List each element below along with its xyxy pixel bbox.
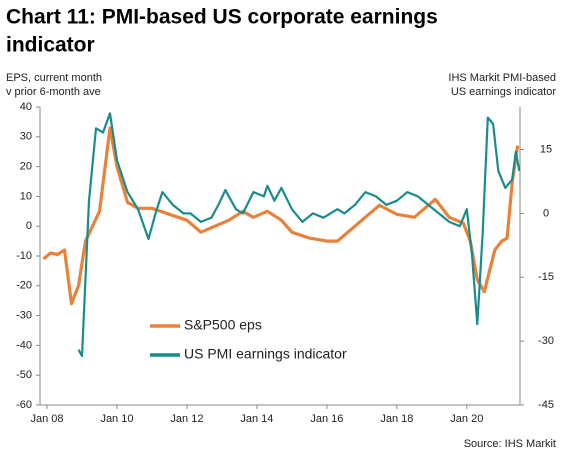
x-tick-label: Jan 08 bbox=[30, 413, 63, 425]
y-tick-label: 20 bbox=[20, 161, 32, 173]
y-tick-label: -10 bbox=[16, 250, 32, 262]
x-tick-label: Jan 18 bbox=[380, 413, 413, 425]
y-tick-label: -20 bbox=[16, 280, 32, 292]
x-tick-label: Jan 16 bbox=[310, 413, 343, 425]
y-tick-label: -60 bbox=[16, 399, 32, 411]
y-tick-label: -30 bbox=[16, 310, 32, 322]
y2-tick-label: 0 bbox=[543, 207, 549, 219]
y-axis-label: EPS, current month bbox=[6, 72, 102, 84]
y-axis-label: v prior 6-month ave bbox=[6, 86, 101, 98]
y-tick-label: 40 bbox=[20, 101, 32, 113]
series-line bbox=[42, 126, 520, 306]
y2-axis-label: US earnings indicator bbox=[451, 86, 557, 98]
y-tick-label: -50 bbox=[16, 369, 32, 381]
x-tick-label: Jan 20 bbox=[450, 413, 483, 425]
x-tick-label: Jan 14 bbox=[240, 413, 273, 425]
legend-label: US PMI earnings indicator bbox=[184, 346, 347, 362]
chart-title: Chart 11: PMI-based US corporate earning… bbox=[6, 6, 438, 29]
y-tick-label: 30 bbox=[20, 131, 32, 143]
y2-tick-label: -45 bbox=[538, 399, 554, 411]
series-line bbox=[77, 112, 521, 358]
y-tick-label: -40 bbox=[16, 339, 32, 351]
x-tick-label: Jan 10 bbox=[100, 413, 133, 425]
y2-tick-label: -30 bbox=[538, 335, 554, 347]
y2-axis-label: IHS Markit PMI-based bbox=[448, 72, 556, 84]
y2-tick-label: -15 bbox=[538, 271, 554, 283]
chart-title: indicator bbox=[6, 34, 95, 57]
y2-tick-label: 15 bbox=[540, 143, 552, 155]
legend-label: S&P500 eps bbox=[184, 317, 262, 333]
x-tick-label: Jan 12 bbox=[170, 413, 203, 425]
y-tick-label: 10 bbox=[20, 190, 32, 202]
y-tick-label: 0 bbox=[26, 220, 32, 232]
source: Source: IHS Markit bbox=[464, 438, 556, 450]
